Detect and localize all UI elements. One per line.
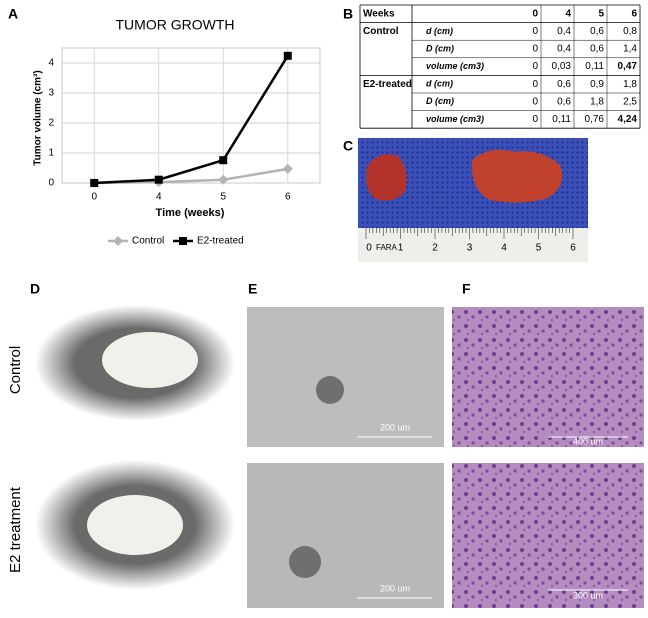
table-cell: 1,8	[590, 96, 604, 107]
micrograph	[247, 463, 444, 608]
table-row-label: d (cm)	[426, 79, 453, 89]
table-cell: 1,4	[623, 44, 637, 55]
x-tick-label: 0	[91, 192, 97, 203]
spheroid	[289, 546, 321, 578]
ruler-number: 4	[501, 243, 507, 254]
plot-frame	[61, 47, 321, 184]
table-row-label: D (cm)	[426, 43, 454, 53]
chart-title: TUMOR GROWTH	[116, 17, 235, 33]
data-point	[282, 163, 293, 174]
histology	[452, 463, 644, 608]
panel-label: D	[30, 281, 40, 297]
y-tick-label: 4	[48, 58, 54, 69]
table-cell: 0	[532, 79, 538, 90]
table-cell: 0,47	[618, 61, 638, 72]
table-cell: 0	[532, 44, 538, 55]
table-cell: 0	[532, 96, 538, 107]
table-cell: 0,03	[552, 61, 572, 72]
table-cell: 0,4	[557, 44, 571, 55]
table-row-label: d (cm)	[426, 26, 453, 36]
row-label: E2 treatment	[7, 486, 24, 573]
table-group: E2-treated	[363, 79, 412, 90]
scale-label: 200 um	[380, 583, 410, 593]
micrograph	[247, 307, 444, 447]
table-cell: 0	[532, 114, 538, 125]
scale-label: 300 um	[573, 590, 603, 600]
data-point	[154, 175, 163, 184]
table-header: 5	[598, 8, 604, 19]
ruler-number: 2	[432, 243, 438, 254]
table-cell: 0,6	[557, 96, 571, 107]
x-tick-label: 6	[285, 192, 291, 203]
table-row-label: volume (cm3)	[426, 114, 484, 124]
table-cell: 0,8	[623, 26, 637, 37]
scale-label: 200 um	[380, 422, 410, 432]
table-cell: 2,5	[623, 96, 637, 107]
x-tick-label: 4	[156, 192, 162, 203]
panel-label: E	[248, 281, 257, 297]
panel-label: C	[343, 138, 353, 154]
data-point	[218, 174, 229, 185]
data-point	[283, 51, 292, 60]
table-cell: 0,76	[585, 114, 605, 125]
data-point	[90, 179, 99, 187]
legend-label: Control	[132, 236, 164, 247]
table-cell: 4,24	[618, 114, 638, 125]
y-tick-label: 3	[48, 88, 54, 99]
row-label: Control	[7, 346, 24, 394]
ruler-number: 0	[366, 243, 372, 254]
table-group: Control	[363, 26, 399, 37]
table-cell: 0,11	[585, 61, 604, 72]
mouse	[87, 495, 183, 555]
panel-label: B	[343, 6, 353, 22]
table-header: Weeks	[363, 8, 395, 19]
table-row-label: volume (cm3)	[426, 61, 484, 71]
table-cell: 0	[532, 26, 538, 37]
table-cell: 0,9	[590, 79, 604, 90]
y-tick-label: 1	[48, 148, 54, 159]
spheroid	[316, 376, 344, 404]
table-header: 6	[631, 8, 637, 19]
panel-label: A	[8, 6, 18, 22]
ruler-number: 6	[570, 243, 576, 254]
y-tick-label: 0	[48, 178, 54, 189]
panel-label: F	[462, 281, 471, 297]
x-tick-label: 5	[220, 192, 226, 203]
y-tick-label: 2	[48, 118, 54, 129]
scale-label: 400 um	[573, 436, 603, 446]
legend-label: E2-treated	[197, 236, 244, 247]
table-cell: 0	[532, 61, 538, 72]
ruler-number: 5	[536, 243, 542, 254]
data-point	[219, 156, 228, 165]
tumor-photo	[358, 138, 588, 262]
table-cell: 0,6	[590, 26, 604, 37]
histology	[452, 307, 644, 447]
table-cell: 0,11	[552, 114, 571, 125]
table-header: 4	[565, 8, 571, 19]
table-cell: 0,6	[557, 79, 571, 90]
table-cell: 0,4	[557, 26, 571, 37]
ruler-number: 3	[467, 243, 473, 254]
mouse	[102, 332, 198, 388]
x-axis-label: Time (weeks)	[156, 207, 225, 219]
ruler-number: 1	[398, 243, 404, 254]
series-line	[94, 55, 289, 185]
table-cell: 1,8	[623, 79, 637, 90]
table-cell: 0,6	[590, 44, 604, 55]
legend-marker	[179, 237, 187, 245]
table-row-label: D (cm)	[426, 96, 454, 106]
y-axis-label: Tumor volume (cm³)	[33, 70, 44, 165]
legend-marker	[113, 236, 123, 246]
ruler-brand: FARA	[376, 243, 398, 252]
table-header: 0	[532, 8, 538, 19]
